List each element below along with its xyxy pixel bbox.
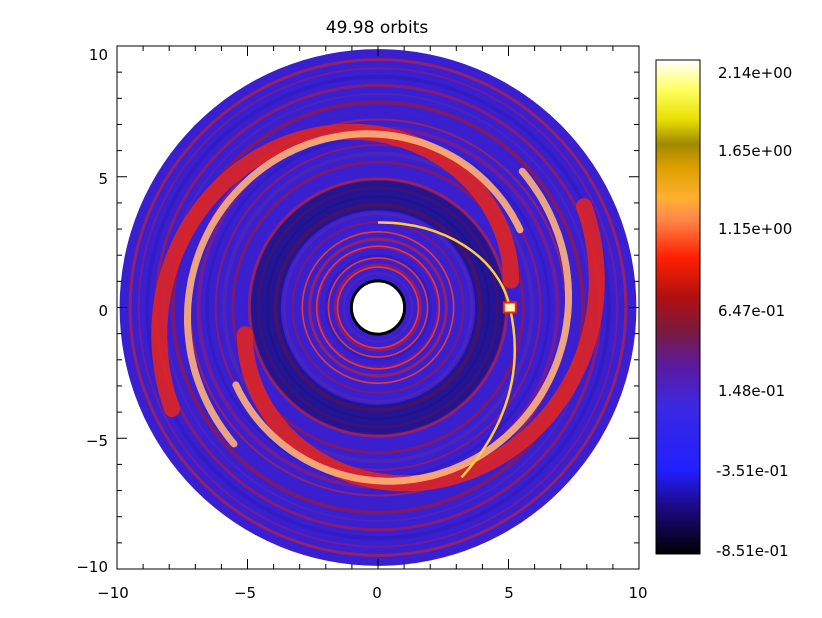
density-ring xyxy=(282,212,474,403)
disk-density-map xyxy=(119,49,637,566)
planet-wake xyxy=(460,307,516,479)
colorbar-label: 1.65e+00 xyxy=(718,142,792,160)
colorbar: 2.14e+00 1.65e+00 1.15e+00 6.47e-01 1.48… xyxy=(655,59,792,560)
density-ring xyxy=(137,67,619,548)
y-tick-label: −10 xyxy=(76,558,108,576)
colorbar-label: -8.51e-01 xyxy=(716,542,789,560)
density-ring xyxy=(231,160,525,455)
density-ring xyxy=(324,254,432,361)
y-tick-label: 10 xyxy=(89,46,108,64)
inner-hole xyxy=(349,279,407,336)
inner-ring xyxy=(336,266,420,349)
y-tick-label: 5 xyxy=(98,170,108,188)
x-tick-label: 10 xyxy=(628,584,647,602)
density-ring xyxy=(128,58,628,557)
spiral-arm xyxy=(151,123,519,418)
x-tick-label: 5 xyxy=(504,584,514,602)
colorbar-label: 2.14e+00 xyxy=(718,64,792,82)
x-tick-label: 0 xyxy=(372,584,382,602)
gap-region xyxy=(250,180,506,435)
density-ring xyxy=(308,237,448,378)
inner-ring xyxy=(315,245,441,370)
x-tick-label: −10 xyxy=(97,584,129,602)
density-ring xyxy=(342,272,414,343)
planet-wake xyxy=(377,221,512,308)
colorbar-label: 1.15e+00 xyxy=(718,220,792,238)
axis-ticks xyxy=(116,45,640,570)
density-ring xyxy=(299,228,457,387)
density-ring xyxy=(170,100,586,515)
density-ring xyxy=(317,246,439,369)
y-axis: 10 5 0 −5 −10 xyxy=(76,46,108,576)
inner-ring xyxy=(301,231,455,384)
colorbar-label: 1.48e-01 xyxy=(718,382,785,400)
colorbar-label: -3.51e-01 xyxy=(716,462,789,480)
y-tick-label: 0 xyxy=(98,302,108,320)
x-axis: −10 −5 0 5 10 xyxy=(97,584,647,602)
y-tick-label: −5 xyxy=(86,432,108,450)
density-ring xyxy=(333,263,423,352)
density-ring xyxy=(214,144,542,471)
density-ring xyxy=(179,109,577,506)
density-ring xyxy=(222,151,534,464)
chart-title: 49.98 orbits xyxy=(326,18,429,38)
colorbar-label: 6.47e-01 xyxy=(718,302,785,320)
x-tick-label: −5 xyxy=(234,584,256,602)
spiral-arm-highlight xyxy=(184,130,524,448)
density-ring xyxy=(145,74,611,541)
spiral-arm-highlight xyxy=(232,167,572,485)
spiral-arm xyxy=(236,198,605,492)
planet-marker xyxy=(502,301,517,314)
disk-structure xyxy=(128,58,628,557)
colorbar-gradient xyxy=(655,59,701,555)
inner-ring xyxy=(327,257,429,358)
